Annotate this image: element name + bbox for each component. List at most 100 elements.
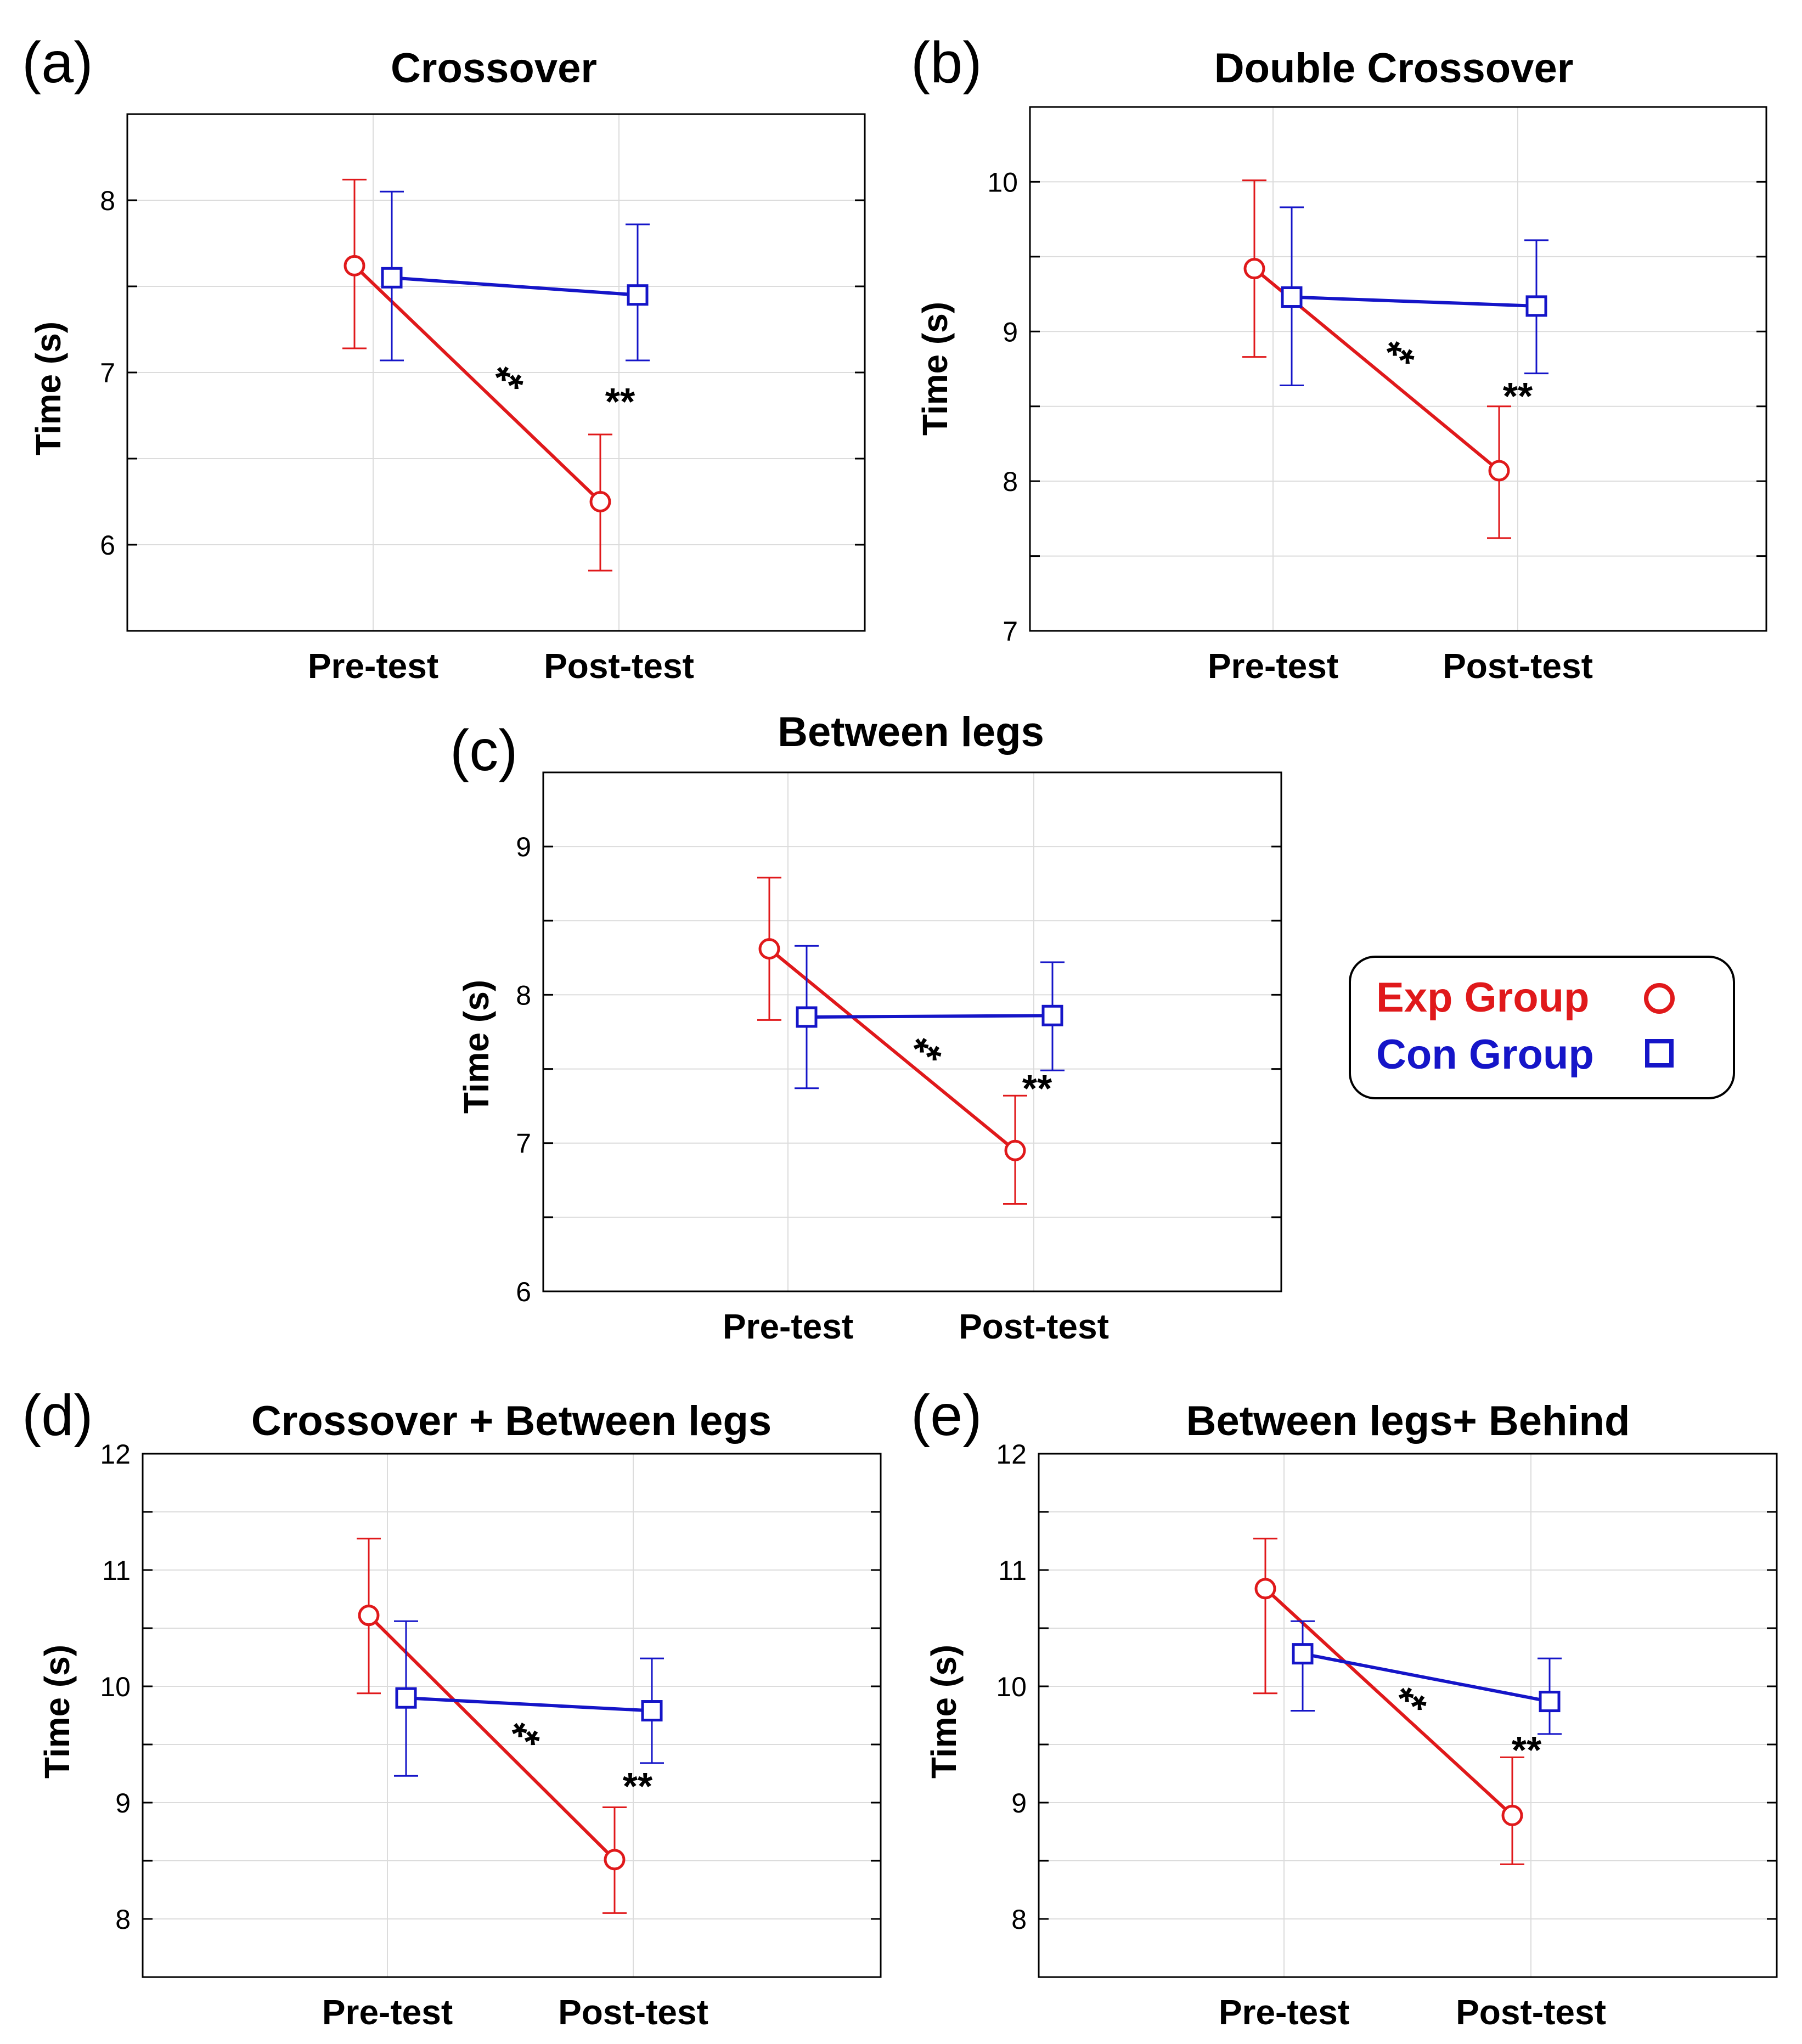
y-tick-label: 8 [1003,466,1018,497]
series-exp-group [1253,1538,1524,1865]
panel-letter: (e) [911,1383,982,1448]
series-exp-group [342,178,612,572]
y-tick-label: 9 [115,1788,131,1819]
chart-title: Crossover + Between legs [251,1398,772,1444]
data-point-circle [343,255,365,276]
y-tick-label: 9 [516,832,531,862]
chart-panel-5: (e) Between legs+ Behind 8 9 10 11 12 Pre-test P… [911,1383,1778,2032]
data-point-circle [758,938,780,960]
y-tick-label: 12 [100,1439,131,1470]
legend-label-exp: Exp Group [1376,974,1589,1021]
y-tick-label: 9 [1011,1788,1027,1819]
y-axis-ticks: 6 7 8 9 [516,771,1281,1307]
y-axis-ticks: 8 9 10 11 12 [100,1439,881,1978]
data-point-square [796,1006,818,1028]
x-category-label: Pre-test [308,646,438,686]
legend-box [1349,956,1735,1099]
significance-post: ** [1022,1067,1052,1110]
y-tick-label: 8 [1011,1904,1027,1935]
series-exp-group [757,877,1027,1205]
series-con-group [1291,1620,1562,1735]
y-axis-label: Time (s) [457,980,496,1114]
data-point-square [641,1700,663,1722]
plot-frame [542,771,1282,1292]
x-category-label: Pre-test [322,1992,453,2032]
chart-title: Between legs [778,709,1044,755]
series-line [367,1614,616,1861]
data-point-square [395,1687,417,1709]
series-con-group [394,1620,664,1777]
panel-letter: (d) [22,1383,93,1448]
y-tick-label: 10 [996,1672,1027,1702]
panel-letter: (a) [22,30,93,95]
y-tick-label: 7 [1003,616,1018,647]
y-axis-label: Time (s) [37,1645,77,1778]
significance-post: ** [623,1765,653,1808]
chart-panel-3: (c) Between legs 6 7 8 9 Pre-test Post-test Time… [450,709,1282,1346]
data-point-square [1525,295,1547,317]
series-line [806,1014,1053,1019]
y-tick-label: 10 [987,167,1018,197]
y-axis-ticks: 7 8 9 10 [987,106,1766,647]
data-point-square [1041,1004,1063,1026]
significance-post: ** [1512,1729,1542,1771]
y-axis-label: Time (s) [29,321,68,455]
y-tick-label: 8 [100,185,115,216]
y-tick-label: 6 [516,1277,531,1307]
x-category-label: Post-test [1456,1992,1606,2032]
series-line [1264,1587,1514,1817]
series-exp-group [1242,179,1511,539]
x-category-label: Post-test [544,646,694,686]
y-axis-ticks: 6 7 8 [100,113,865,632]
significance-post: ** [605,380,635,423]
data-point-circle [589,491,611,512]
plot-frame [1029,106,1767,632]
data-point-circle [1488,460,1510,482]
y-axis-label: Time (s) [924,1645,964,1778]
panels: (a) Crossover 6 7 8 Pre-test Post-test Time (s)… [22,30,1778,2032]
series-line [353,264,602,503]
significance-post: ** [1503,375,1533,417]
y-tick-label: 12 [996,1439,1027,1470]
series-line [406,1696,652,1713]
chart-title: Crossover [391,45,597,92]
y-tick-label: 7 [100,358,115,388]
plot-frame [142,1453,882,1978]
plot-frame [1038,1453,1778,1978]
data-point-square [1281,286,1303,308]
data-point-circle [1004,1139,1026,1161]
panel-letter: (b) [911,30,982,95]
data-point-circle [604,1849,626,1871]
series-con-group [795,945,1065,1089]
series-line [1302,1652,1550,1703]
legend-label-con: Con Group [1376,1031,1594,1078]
series-con-group [1280,206,1548,387]
data-point-circle [1254,1578,1276,1600]
legend-marker-exp-circle [1644,983,1675,1014]
y-tick-label: 6 [100,530,115,561]
series-exp-group [357,1538,627,1914]
x-category-label: Post-test [1443,646,1593,686]
x-category-label: Post-test [558,1992,708,2032]
y-axis-ticks: 8 9 10 11 12 [996,1439,1777,1978]
y-axis-label: Time (s) [915,302,955,436]
y-tick-label: 7 [516,1128,531,1159]
y-tick-label: 11 [102,1555,131,1586]
legend: Exp Group Con Group [1349,956,1735,1099]
data-point-square [1539,1691,1561,1713]
chart-title: Double Crossover [1214,45,1574,92]
x-category-label: Pre-test [1208,646,1338,686]
data-point-circle [358,1605,380,1627]
series-con-group [380,190,650,362]
data-point-circle [1243,258,1265,280]
x-category-label: Post-test [959,1307,1109,1346]
data-point-square [1292,1643,1314,1665]
data-point-square [627,284,649,306]
gridlines [543,772,1281,1292]
panel-letter: (c) [450,718,518,783]
chart-panel-2: (b) Double Crossover 7 8 9 10 Pre-test Post-tes… [911,30,1767,686]
y-tick-label: 11 [998,1555,1027,1586]
chart-title: Between legs+ Behind [1186,1398,1630,1444]
y-tick-label: 8 [516,980,531,1010]
